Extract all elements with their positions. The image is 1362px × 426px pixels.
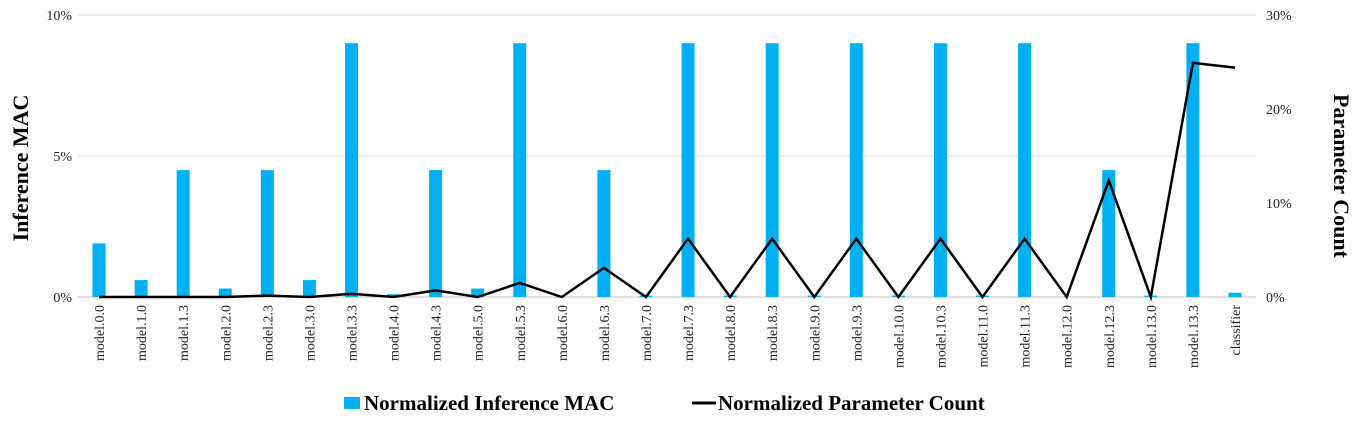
mac-bar <box>134 280 148 297</box>
category-label: model.1.0 <box>135 305 150 361</box>
mac-bar <box>681 43 695 298</box>
mac-bar <box>1228 292 1242 297</box>
mac-bar <box>933 43 947 298</box>
category-label: model.2.0 <box>219 305 234 361</box>
right-axis-title: Parameter Count <box>1329 94 1354 259</box>
mac-bar <box>92 243 106 297</box>
mac-bar <box>1186 43 1200 298</box>
category-label: model.4.3 <box>430 305 445 361</box>
category-label: model.5.0 <box>472 305 487 361</box>
category-label: model.7.0 <box>640 305 655 361</box>
category-label: model.10.0 <box>892 305 907 368</box>
mac-bar <box>765 43 779 298</box>
mac-bar <box>387 294 401 297</box>
legend-line-label: Normalized Parameter Count <box>718 391 985 415</box>
left-tick-label: 5% <box>53 150 72 165</box>
category-label: model.10.3 <box>934 305 949 368</box>
category-label: model.9.3 <box>850 305 865 361</box>
right-tick-label: 0% <box>1266 291 1285 306</box>
category-label: model.5.3 <box>514 305 529 361</box>
mac-bar <box>471 288 485 297</box>
category-labels: model.0.0 model.1.0 model.1.3 model.2.0 mode… <box>93 305 1244 368</box>
legend-bar-swatch <box>344 397 360 409</box>
mac-bar <box>176 170 190 297</box>
category-label: model.9.0 <box>808 305 823 361</box>
param-count-line <box>99 61 1236 302</box>
left-axis-title: Inference MAC <box>8 95 33 242</box>
category-label: model.12.0 <box>1061 305 1076 368</box>
left-tick-label: 0% <box>53 291 72 306</box>
mac-bar <box>1018 43 1032 298</box>
category-label: model.4.0 <box>388 305 403 361</box>
category-label: model.13.0 <box>1145 305 1160 368</box>
legend: Normalized Inference MAC Normalized Para… <box>344 391 985 415</box>
mac-bar <box>344 43 358 298</box>
gridlines <box>78 14 1256 298</box>
left-axis-ticks: 0% 5% 10% <box>46 9 72 306</box>
mac-bar <box>597 170 611 297</box>
mac-bar <box>429 170 443 297</box>
mac-bar <box>260 170 274 297</box>
right-axis-ticks: 0% 10% 20% 30% <box>1266 9 1292 306</box>
category-label: model.12.3 <box>1103 305 1118 368</box>
mac-bar <box>849 43 863 298</box>
category-label: model.6.3 <box>598 305 613 361</box>
param-line <box>99 61 1236 302</box>
category-label: model.11.3 <box>1019 305 1034 367</box>
category-label: model.13.3 <box>1187 305 1202 368</box>
mac-bar <box>218 288 232 297</box>
mac-bars <box>92 43 1242 298</box>
category-label: model.3.0 <box>303 305 318 361</box>
category-label: model.2.3 <box>261 305 276 361</box>
category-label: model.7.3 <box>682 305 697 361</box>
category-label: classifier <box>1229 305 1244 356</box>
right-tick-label: 10% <box>1266 197 1292 212</box>
category-label: model.8.3 <box>766 305 781 361</box>
mac-bar <box>1102 170 1116 297</box>
right-tick-label: 30% <box>1266 9 1292 24</box>
category-label: model.0.0 <box>93 305 108 361</box>
category-label: model.1.3 <box>177 305 192 361</box>
category-label: model.6.0 <box>556 305 571 361</box>
category-label: model.8.0 <box>724 305 739 361</box>
mac-bar <box>302 280 316 297</box>
left-tick-label: 10% <box>46 9 72 24</box>
category-label: model.3.3 <box>345 305 360 361</box>
category-label: model.11.0 <box>977 305 992 367</box>
legend-bar-label: Normalized Inference MAC <box>364 391 614 415</box>
right-tick-label: 20% <box>1266 103 1292 118</box>
mac-bar <box>513 43 527 298</box>
